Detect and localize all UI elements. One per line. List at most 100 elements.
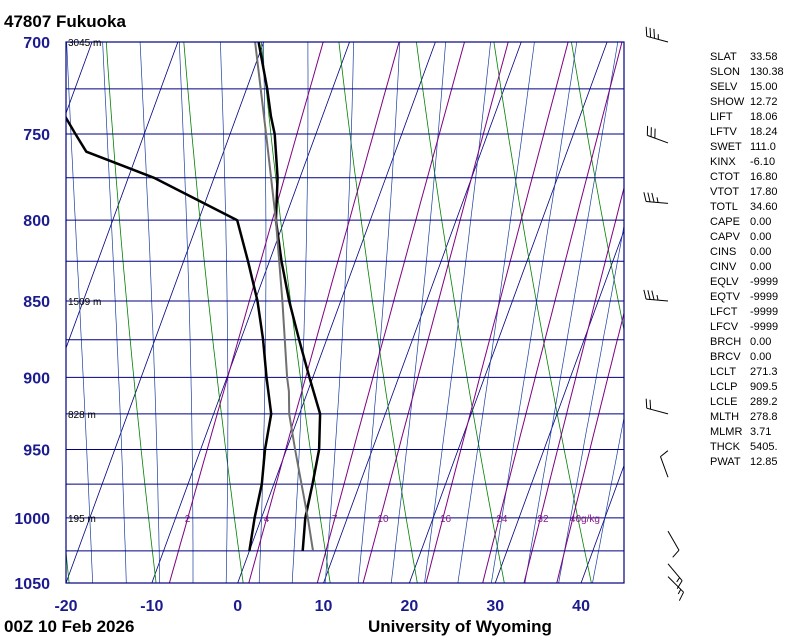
moist-adiabat-line	[592, 415, 624, 583]
index-row: CINV 0.00	[710, 260, 784, 275]
barb-half-feather	[677, 589, 682, 595]
barb-feather	[647, 290, 651, 300]
index-key: SLAT	[710, 51, 737, 63]
wind-barbs	[643, 26, 685, 601]
mixing-ratio-line	[556, 311, 624, 583]
index-row: KINX -6.10	[710, 155, 784, 170]
index-value: -6.10	[750, 156, 776, 168]
temperature-tick-label: 20	[400, 598, 418, 615]
wind-barb	[660, 450, 669, 478]
index-value: 909.5	[750, 381, 778, 393]
index-key: LFTV	[710, 126, 737, 138]
index-row: MLTH 278.8	[710, 410, 784, 425]
index-key: CAPE	[710, 216, 740, 228]
barb-shaft	[646, 407, 669, 415]
barb-feather	[649, 27, 652, 38]
index-row: MLMR 3.71	[710, 425, 784, 440]
index-key: MLTH	[710, 411, 740, 423]
index-row: CAPE 0.00	[710, 215, 784, 230]
barb-feather	[645, 26, 648, 37]
barb-feather	[649, 399, 652, 410]
index-key: SWET	[710, 141, 742, 153]
barb-half-feather	[656, 294, 659, 301]
pressure-tick-label: 700	[23, 35, 50, 52]
index-value: 0.00	[750, 261, 772, 273]
barb-shaft	[646, 200, 669, 204]
index-key: LCLE	[710, 396, 738, 408]
height-label: 828 m	[68, 410, 96, 421]
barb-feather	[643, 289, 647, 300]
index-row: CTOT 16.80	[710, 170, 784, 185]
moist-adiabat-line	[66, 42, 93, 583]
barb-shaft	[647, 134, 669, 144]
index-key: TOTL	[710, 201, 738, 213]
index-key: LCLP	[710, 381, 738, 393]
index-row: VTOT 17.80	[710, 185, 784, 200]
mixing-ratio-label: 32	[537, 514, 549, 525]
moist-adiabat-line	[102, 42, 127, 583]
index-value: 12.85	[750, 456, 778, 468]
index-key: LIFT	[710, 111, 733, 123]
barb-feather	[678, 591, 685, 601]
index-row: EQTV -9999	[710, 290, 784, 305]
temperature-profile	[257, 42, 322, 551]
index-key: SHOW	[710, 96, 745, 108]
barb-half-feather	[656, 197, 659, 203]
mixing-ratio-line	[362, 42, 509, 583]
index-row: EQLV -9999	[710, 275, 784, 290]
height-label: 1509 m	[68, 297, 101, 308]
index-key: PWAT	[710, 456, 741, 468]
temperature-tick-label: -10	[140, 598, 163, 615]
wind-barb	[645, 398, 669, 415]
wind-barb	[667, 563, 683, 589]
index-value: 289.2	[750, 396, 778, 408]
barb-feather	[653, 28, 655, 39]
moist-adiabat-line	[139, 42, 161, 583]
barb-feather	[672, 549, 680, 558]
barb-shaft	[660, 456, 669, 478]
index-value: 16.80	[750, 171, 778, 183]
index-value: 111.0	[750, 141, 776, 153]
index-row: BRCH 0.00	[710, 335, 784, 350]
temperature-tick-label: 0	[233, 598, 242, 615]
index-key: BRCV	[710, 351, 741, 363]
temperature-tick-label: 10	[315, 598, 333, 615]
moist-adiabat-line	[324, 42, 354, 583]
wind-barb	[643, 289, 669, 302]
index-row: LFCV -9999	[710, 320, 784, 335]
wind-barb	[643, 192, 669, 204]
temperature-tick-label: -20	[54, 598, 77, 615]
index-key: KINX	[710, 156, 736, 168]
index-key: LCLT	[710, 366, 737, 378]
profile-lines	[66, 42, 322, 551]
index-value: 278.8	[750, 411, 778, 423]
index-row: SLAT 33.58	[710, 50, 784, 65]
mixing-ratio-label: 7	[332, 514, 338, 525]
index-row: SELV 15.00	[710, 80, 784, 95]
wind-barb	[667, 530, 680, 558]
index-value: 18.06	[750, 111, 778, 123]
index-key: VTOT	[710, 186, 740, 198]
index-value: 0.00	[750, 351, 772, 363]
index-value: 130.38	[750, 66, 784, 78]
isotherm-line	[494, 229, 624, 583]
wind-barb	[667, 576, 685, 601]
index-row: CAPV 0.00	[710, 230, 784, 245]
observation-time: 00Z 10 Feb 2026	[4, 617, 135, 636]
index-value: 34.60	[750, 201, 778, 213]
index-row: LFCT -9999	[710, 305, 784, 320]
data-source: University of Wyoming	[368, 617, 552, 636]
barb-shaft	[646, 298, 669, 302]
isotherm-line	[66, 42, 179, 350]
moist-adiabat-line	[424, 42, 491, 583]
pressure-tick-label: 850	[23, 294, 50, 311]
index-key: CTOT	[710, 171, 740, 183]
moist-adiabat-line	[357, 42, 401, 583]
station-title: 47807 Fukuoka	[4, 12, 126, 31]
isotherm-line	[0, 0, 35, 633]
mixing-ratio-label: 24	[496, 514, 508, 525]
index-value: 3.71	[750, 426, 772, 438]
isotherm-line	[580, 464, 624, 583]
height-label: 195 m	[68, 514, 96, 525]
index-value: 5405.	[750, 441, 778, 453]
